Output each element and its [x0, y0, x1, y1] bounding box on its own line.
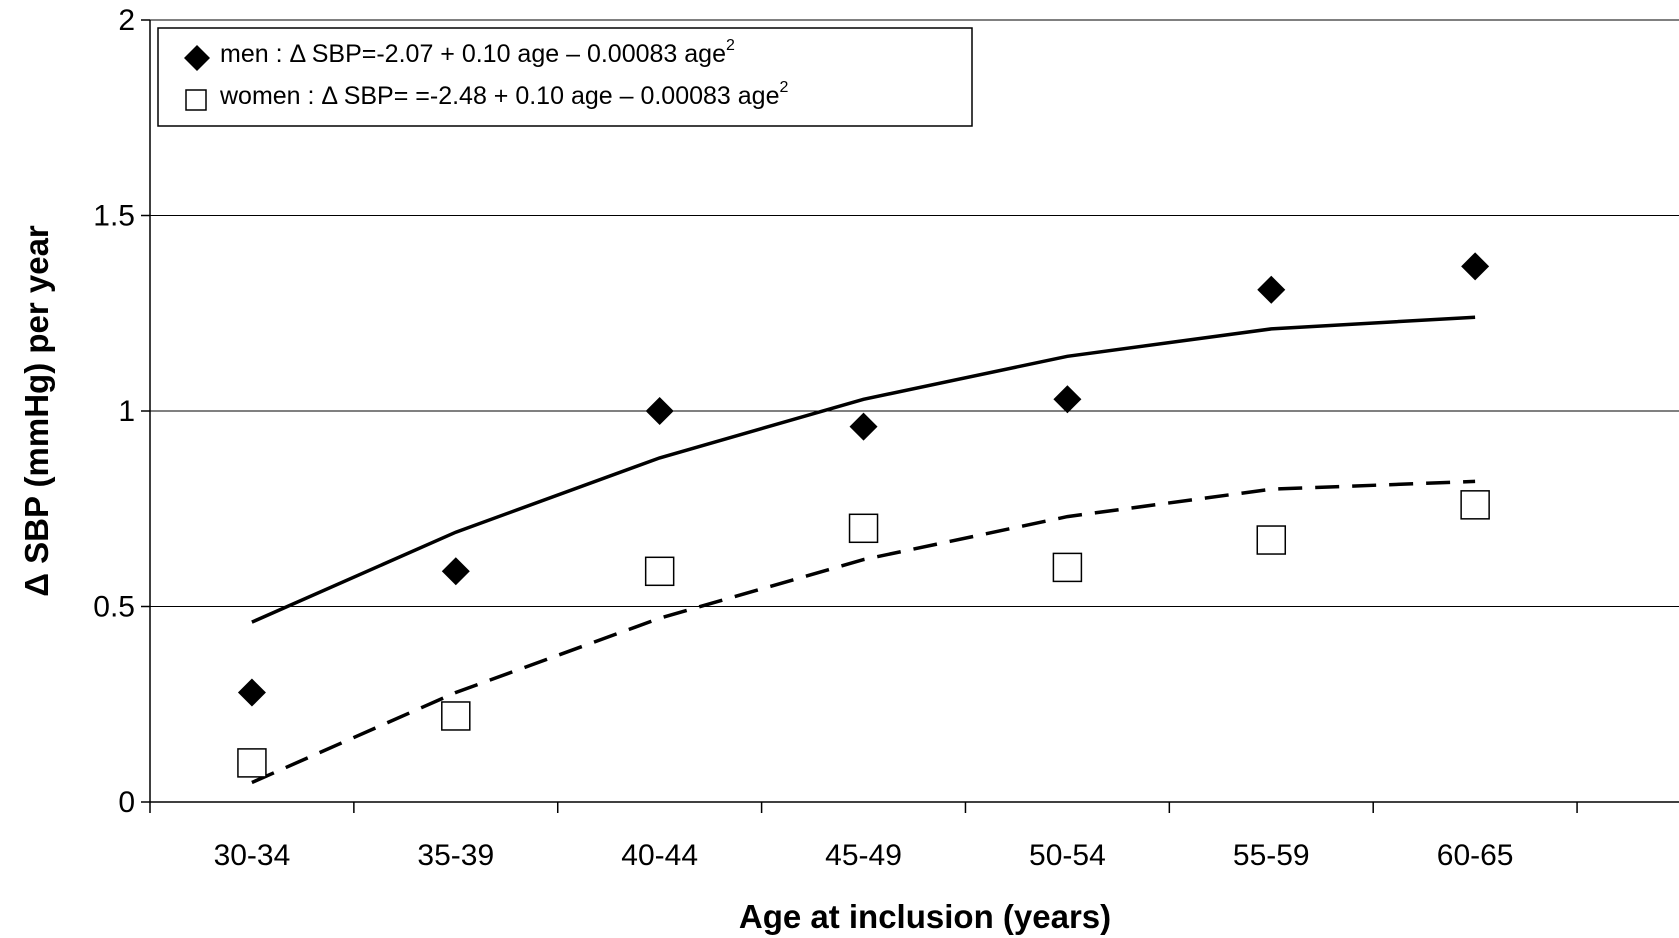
- men-data-point: [1461, 252, 1490, 281]
- x-tick-label: 35-39: [417, 839, 494, 872]
- y-tick-label: 2: [118, 4, 135, 37]
- x-tick-label: 30-34: [214, 839, 291, 872]
- women-data-point: [1052, 552, 1083, 583]
- women-data-point: [848, 513, 879, 544]
- y-tick-label: 0.5: [93, 591, 135, 624]
- women-data-point: [1256, 525, 1287, 555]
- x-axis-title: Age at inclusion (years): [739, 898, 1111, 935]
- men-data-point: [237, 678, 266, 707]
- y-tick-label: 1.5: [93, 200, 135, 233]
- men-data-point: [1053, 385, 1082, 414]
- legend-men-marker: [184, 45, 210, 71]
- legend-box: [157, 27, 973, 127]
- data-points: [237, 252, 1490, 778]
- y-tick-label: 0: [118, 786, 135, 819]
- men-data-point: [441, 557, 470, 586]
- x-tick-label: 50-54: [1029, 839, 1106, 872]
- legend-women-marker: [185, 89, 207, 111]
- y-axis-title: Δ SBP (mmHg) per year: [18, 225, 55, 597]
- women-data-point: [237, 748, 267, 778]
- x-tick-label: 40-44: [621, 839, 698, 872]
- legend: men : Δ SBP=-2.07 + 0.10 age – 0.00083 a…: [157, 27, 973, 127]
- men-fit-line: [251, 315, 1476, 624]
- x-ticks: 30-34 35-39 40-44 45-49 50-54 55-59 60-65: [149, 802, 1578, 872]
- women-data-point: [1460, 490, 1490, 520]
- men-data-point: [1257, 275, 1286, 304]
- legend-women-label: women : Δ SBP= =-2.48 + 0.10 age – 0.000…: [219, 79, 788, 110]
- men-data-point: [849, 412, 878, 441]
- x-tick-label: 45-49: [825, 839, 902, 872]
- x-tick-label: 55-59: [1233, 839, 1310, 872]
- women-data-point: [644, 556, 675, 587]
- women-data-point: [441, 701, 471, 731]
- women-fit-line: [251, 479, 1476, 785]
- legend-men-label: men : Δ SBP=-2.07 + 0.10 age – 0.00083 a…: [220, 37, 735, 68]
- gridlines: [150, 19, 1679, 607]
- y-ticks: 0 0.5 1 1.5 2: [93, 4, 150, 819]
- fit-lines: [251, 315, 1476, 785]
- y-tick-label: 1: [118, 395, 135, 428]
- men-data-point: [645, 397, 674, 425]
- x-tick-label: 60-65: [1437, 839, 1514, 872]
